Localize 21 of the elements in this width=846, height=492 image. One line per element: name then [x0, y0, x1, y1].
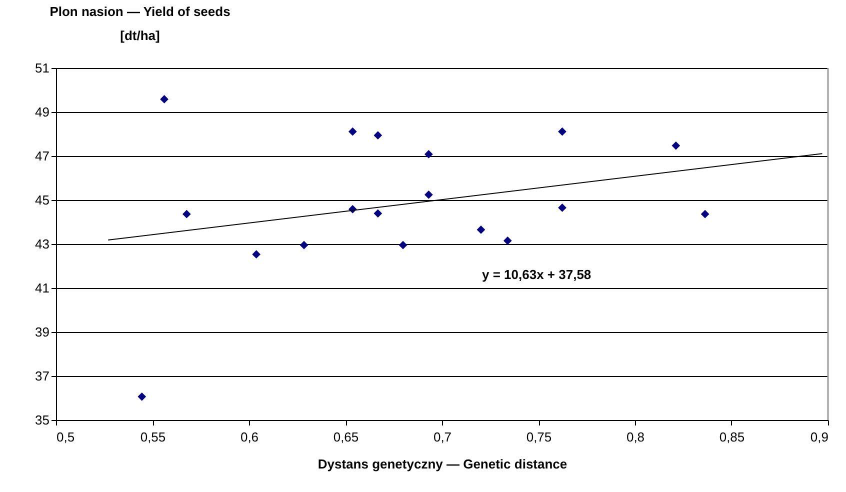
y-axis-title: Plon nasion — Yield of seeds [dt/ha] — [50, 4, 230, 43]
y-tick-label: 37 — [35, 368, 50, 384]
y-tick-label: 45 — [35, 192, 50, 208]
x-tick-label: 0,65 — [333, 430, 359, 444]
y-tick-label: 49 — [35, 104, 50, 120]
y-tick-label: 43 — [35, 236, 50, 252]
x-tick-label: 0,5 — [56, 430, 75, 444]
x-tick-label: 0,85 — [719, 430, 745, 444]
x-tick-label: 0,55 — [140, 430, 166, 444]
x-tick-label: 0,6 — [240, 430, 259, 444]
y-tick-label: 47 — [35, 148, 50, 164]
y-tick-label: 51 — [35, 60, 50, 76]
x-tick-label: 0,75 — [526, 430, 552, 444]
x-tick-label: 0,7 — [433, 430, 452, 444]
y-tick-label: 35 — [35, 412, 50, 428]
y-tick-label: 39 — [35, 324, 50, 340]
x-tick-label: 0,8 — [626, 430, 645, 444]
annotation: y = 10,63x + 37,58 — [482, 267, 592, 282]
x-axis-title: Dystans genetyczny — Genetic distance — [318, 456, 568, 472]
x-tick-label: 0,9 — [810, 430, 828, 444]
y-tick-label: 41 — [35, 280, 50, 296]
